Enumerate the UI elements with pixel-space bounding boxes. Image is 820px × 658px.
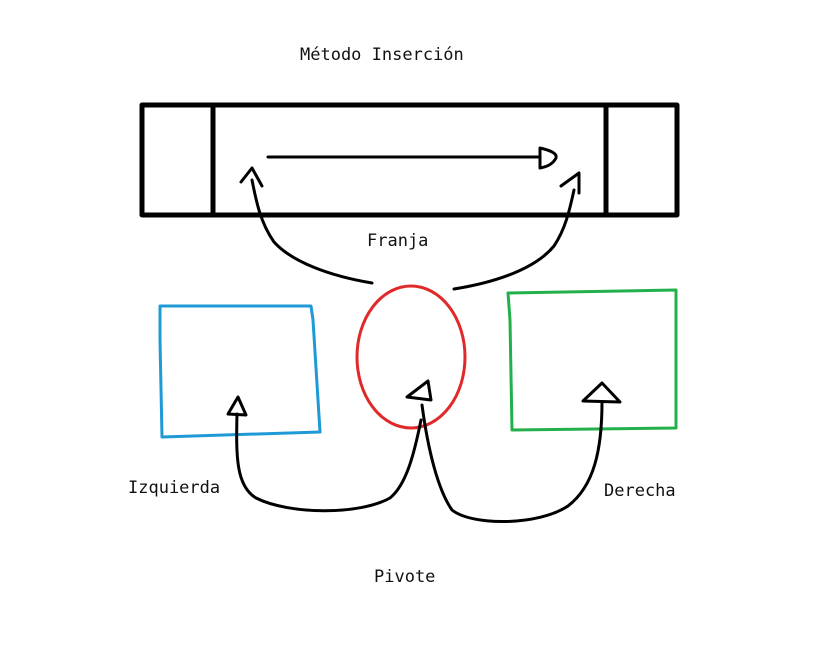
strip-label: Franja xyxy=(367,231,429,251)
arrow-pivot-to-strip-left xyxy=(250,178,374,285)
strip-outer-box xyxy=(139,102,680,218)
pivot-label: Pivote xyxy=(374,567,436,587)
arrowhead-pivot-icon xyxy=(405,379,433,402)
right-label: Derecha xyxy=(604,481,676,501)
arrow-pivot-to-strip-right xyxy=(452,188,576,291)
pivot-ellipse xyxy=(355,284,467,430)
left-label: Izquierda xyxy=(128,478,221,498)
arrowhead-right-icon xyxy=(581,381,622,404)
arrow-pivot-to-left xyxy=(235,412,423,513)
strip-array xyxy=(139,102,680,218)
strip-internal-arrow xyxy=(266,146,558,170)
arrowhead-left-icon xyxy=(226,395,248,417)
arrow-pivot-to-right xyxy=(420,400,604,523)
strip-arrowhead-icon xyxy=(538,146,558,170)
arrowhead-strip-right-icon xyxy=(559,171,581,195)
diagram-title: Método Inserción xyxy=(300,45,464,65)
left-partition-box xyxy=(158,304,322,439)
arrowhead-strip-left-icon xyxy=(239,166,264,188)
right-partition-box xyxy=(506,288,678,432)
